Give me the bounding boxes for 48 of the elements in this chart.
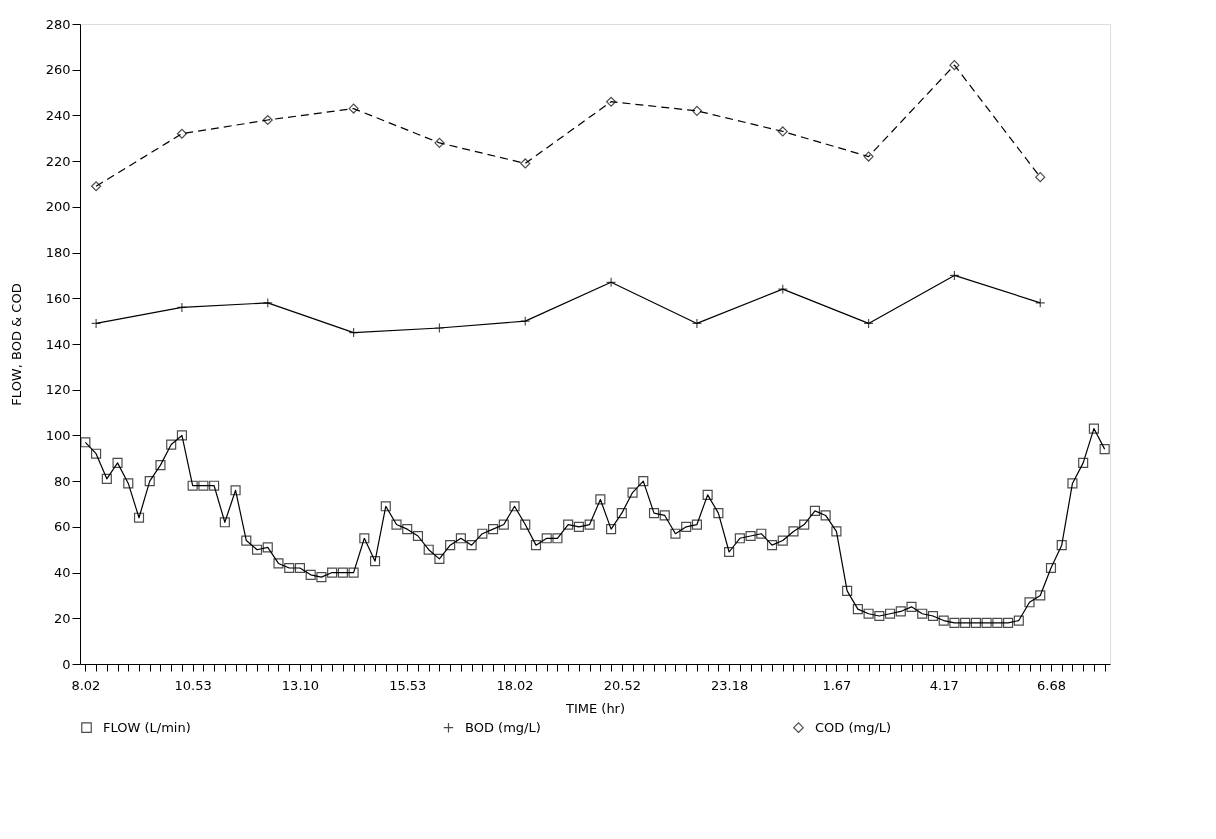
y-tick-label: 140 (45, 336, 71, 352)
y-tick-label: 220 (45, 153, 71, 169)
point (691, 105, 702, 116)
y-axis-title: FLOW, BOD & COD (8, 283, 24, 406)
y-tick-label: 80 (53, 473, 71, 489)
x-tick-label: 10.53 (174, 677, 212, 693)
y-tick-label: 240 (45, 107, 71, 123)
x-tick-label: 18.02 (496, 677, 534, 693)
point (606, 277, 617, 288)
y-tick-label: 60 (53, 519, 71, 535)
point (434, 322, 445, 334)
point (262, 114, 273, 126)
point (863, 151, 874, 162)
point (1035, 172, 1046, 183)
y-tick-label: 0 (62, 656, 71, 672)
x-tick-label: 23.18 (711, 677, 749, 693)
x-tick-label: 1.67 (822, 677, 852, 693)
legend-label: COD (mg/L) (815, 719, 892, 735)
y-tick-label: 160 (45, 290, 71, 306)
x-tick-label: 20.52 (603, 677, 641, 693)
point (777, 126, 788, 137)
y-tick-label: 40 (53, 565, 71, 581)
y-tick-label: 280 (45, 16, 71, 32)
y-tick-label: 120 (45, 382, 71, 398)
x-tick-label: 13.10 (281, 677, 320, 693)
x-tick-label: 15.53 (389, 677, 427, 693)
x-tick-label: 4.17 (929, 677, 959, 693)
legend-label: BOD (mg/L) (465, 719, 541, 735)
point (520, 158, 531, 169)
point (91, 181, 102, 192)
point (348, 103, 359, 114)
point (1035, 297, 1046, 308)
legend-label: FLOW (L/min) (103, 719, 191, 735)
point (520, 316, 531, 327)
point (606, 96, 617, 107)
y-tick-label: 200 (45, 199, 71, 215)
point (949, 60, 960, 71)
point (176, 128, 187, 139)
point (262, 297, 273, 308)
x-axis-title: TIME (hr) (564, 700, 626, 716)
x-tick-label: 8.02 (71, 677, 101, 693)
y-tick-label: 20 (53, 610, 71, 626)
y-tick-label: 100 (45, 427, 71, 443)
point (434, 137, 445, 148)
point (777, 284, 788, 295)
y-tick-label: 260 (45, 62, 71, 78)
x-tick-label: 6.68 (1037, 677, 1066, 693)
y-tick-label: 180 (45, 245, 71, 261)
